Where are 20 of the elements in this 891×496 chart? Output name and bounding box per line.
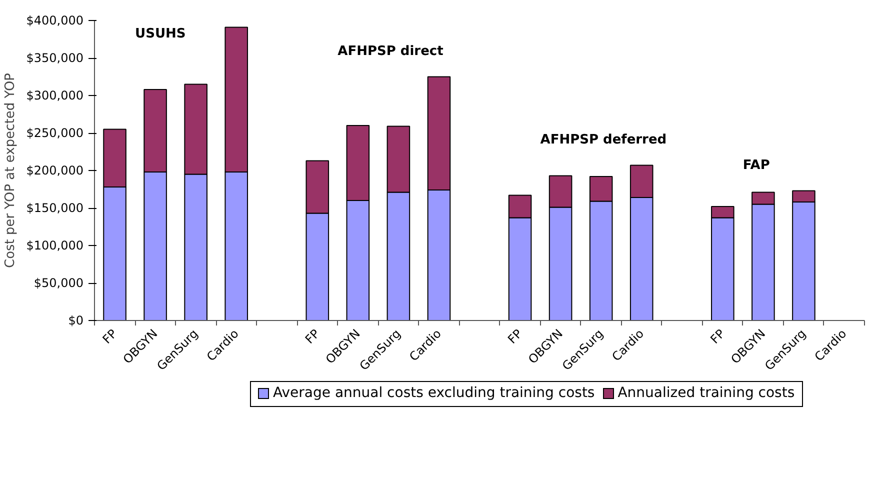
y-tick-label: $0: [68, 314, 84, 328]
x-tick-label: FP: [302, 326, 322, 346]
y-tick-label: $200,000: [26, 164, 84, 178]
x-tick-label: FP: [505, 326, 525, 346]
annotation: USUHS: [135, 26, 186, 42]
y-tick-label: $400,000: [26, 14, 84, 28]
y-tick-label: $350,000: [26, 51, 84, 65]
legend-label: Average annual costs excluding training costs: [272, 384, 595, 403]
annotation: AFHPSP direct: [338, 44, 444, 59]
annotation: AFHPSP deferred: [540, 132, 667, 148]
y-tick-label: $150,000: [26, 201, 84, 215]
y-tick-label: $100,000: [26, 238, 84, 252]
legend-label: Annualized training costs: [616, 384, 795, 403]
y-tick-label: $50,000: [34, 276, 84, 290]
y-tick-label: $250,000: [26, 126, 84, 140]
x-tick-label: FP: [708, 326, 728, 346]
annotation: FAP: [742, 158, 770, 173]
y-tick-label: $300,000: [26, 88, 84, 102]
y-axis-title: Cost per YOP at expected YOP: [3, 72, 18, 268]
x-tick-label: FP: [100, 326, 120, 346]
